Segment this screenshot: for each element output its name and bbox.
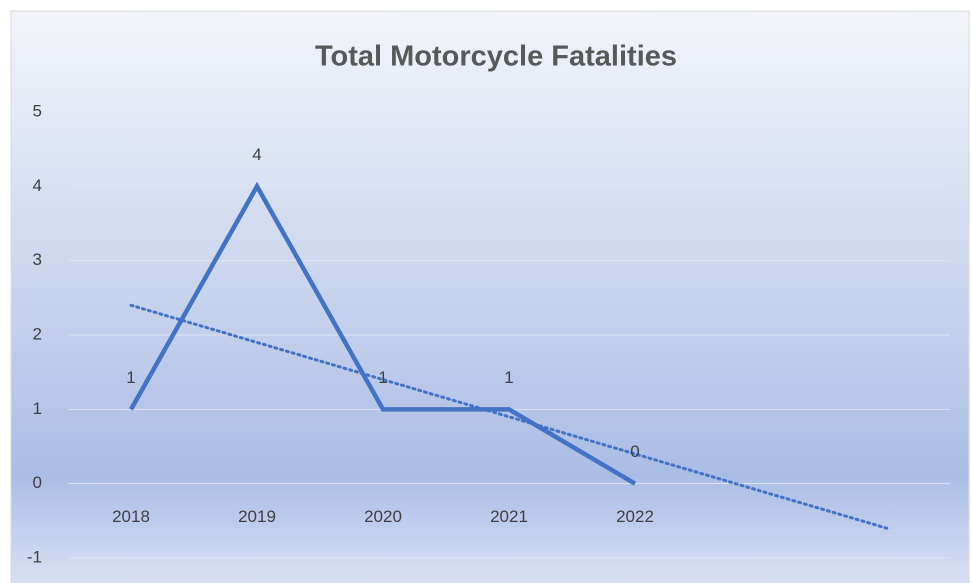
x-tick-label: 2020 xyxy=(364,507,402,526)
trendline xyxy=(129,303,889,530)
x-tick-label: 2021 xyxy=(490,507,528,526)
data-label: 1 xyxy=(126,368,135,387)
data-label: 0 xyxy=(630,442,639,461)
chart-area xyxy=(10,10,970,583)
y-tick-label: 4 xyxy=(33,176,42,195)
x-tick-label: 2022 xyxy=(616,507,654,526)
data-label: 1 xyxy=(378,368,387,387)
y-tick-label: 2 xyxy=(33,324,42,343)
data-label: 4 xyxy=(252,145,261,164)
x-tick-label: 2018 xyxy=(112,507,150,526)
y-tick-label: 0 xyxy=(33,473,42,492)
y-tick-label: 3 xyxy=(33,250,42,269)
y-tick-label: -1 xyxy=(27,547,42,566)
x-tick-label: 2019 xyxy=(238,507,276,526)
y-tick-label: 1 xyxy=(33,399,42,418)
chart-title: Total Motorcycle Fatalities xyxy=(315,41,677,73)
y-tick-label: 5 xyxy=(33,101,42,120)
data-line xyxy=(129,181,637,486)
data-label: 1 xyxy=(504,368,513,387)
